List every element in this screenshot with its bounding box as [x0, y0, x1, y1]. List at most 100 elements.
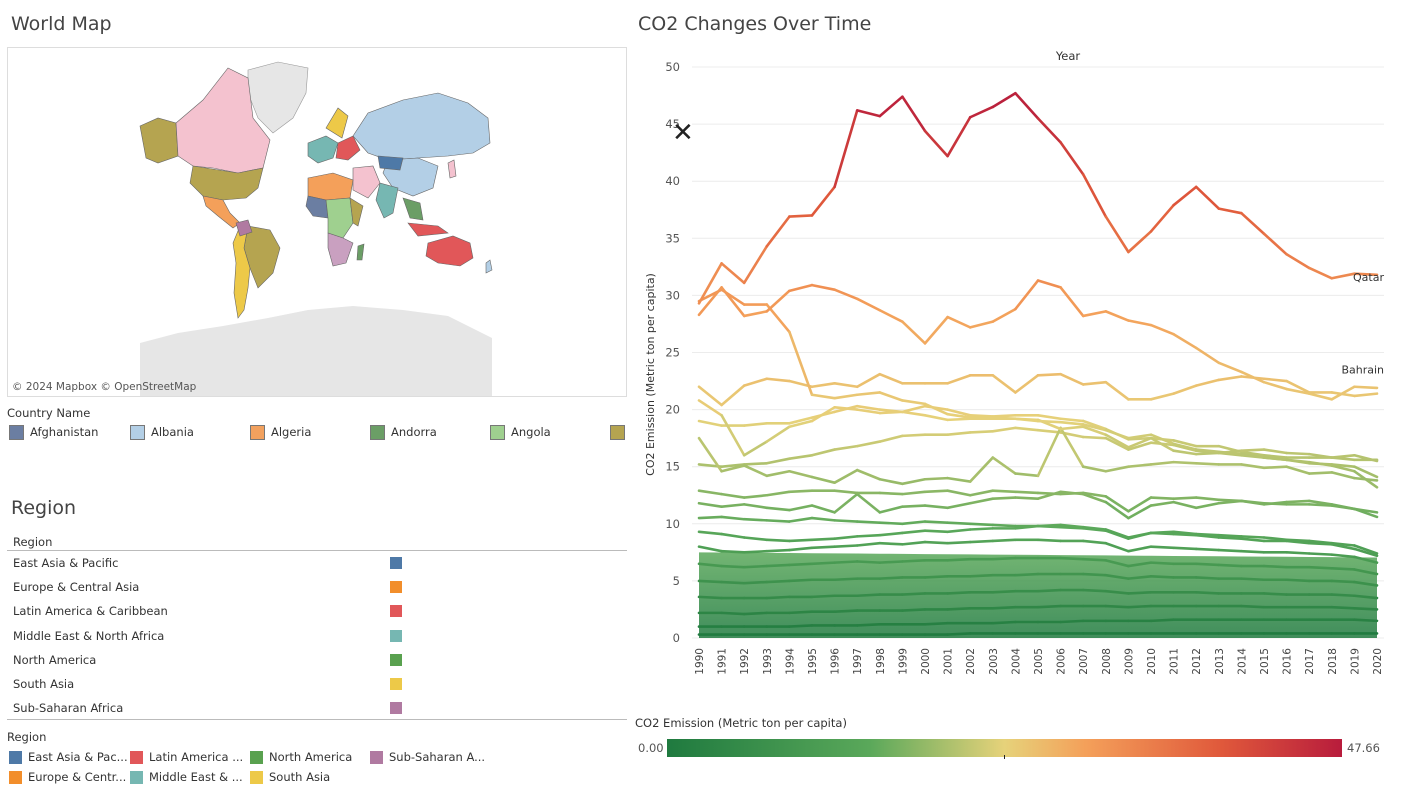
series-line-segment — [946, 315, 972, 329]
region-legend-item[interactable]: Sub-Saharan A... — [370, 750, 485, 764]
series-line-segment — [1081, 173, 1108, 218]
series-line-segment — [1217, 207, 1243, 215]
region-legend-item[interactable]: North America — [250, 750, 352, 764]
region-legend-item[interactable]: East Asia & Pac... — [9, 750, 128, 764]
series-line-segment — [878, 95, 904, 118]
region-row[interactable]: South Asia — [7, 673, 627, 697]
series-line-segment — [810, 382, 836, 389]
map-scandinavia — [325, 107, 349, 139]
region-legend-item[interactable]: Middle East & ... — [130, 770, 243, 784]
series-line-segment — [1330, 504, 1356, 511]
region-legend-item[interactable]: Latin America ... — [130, 750, 243, 764]
series-line-segment — [878, 541, 904, 546]
series-line-segment — [1262, 453, 1288, 459]
series-line-segment — [720, 492, 746, 499]
series-line-segment — [1036, 117, 1062, 144]
country-legend-item[interactable]: Afghanistan — [9, 425, 98, 440]
series-line-segment — [1036, 279, 1062, 289]
series-line-segment — [1353, 272, 1379, 277]
series-line-segment — [991, 605, 1017, 610]
series-line-segment — [1104, 465, 1130, 473]
series-line-segment — [788, 416, 814, 425]
x-tick-label: 2009 — [1123, 648, 1135, 675]
co2-line-chart[interactable]: 0 5 10 15 20 25 30 35 40 45 50 Year CO2 Emission (Me… — [630, 45, 1420, 710]
series-line-segment — [1330, 541, 1356, 547]
series-line-segment — [878, 434, 904, 443]
series-line-segment — [1127, 319, 1153, 327]
series-line-segment — [742, 503, 769, 510]
series-line-segment — [923, 520, 949, 524]
region-title: Region — [11, 497, 77, 519]
series-line-segment — [1127, 436, 1153, 449]
country-legend-item[interactable]: Algeria — [250, 425, 311, 440]
series-line-segment — [1307, 452, 1334, 459]
series-line-segment — [1330, 463, 1356, 469]
series-line-segment — [1262, 448, 1288, 455]
series-line-segment — [788, 469, 814, 479]
x-tick-label: 2010 — [1146, 648, 1158, 675]
series-line-segment — [1081, 419, 1108, 431]
series-line-segment — [946, 417, 972, 422]
x-tick-label: 1990 — [694, 648, 706, 675]
color-legend-gradient[interactable] — [667, 739, 1342, 757]
series-line-segment — [720, 414, 746, 457]
series-line-segment — [991, 426, 1017, 433]
series-line-segment — [1127, 591, 1153, 595]
region-legend-item[interactable]: South Asia — [250, 770, 330, 784]
series-line-segment — [1194, 576, 1221, 580]
series-line-segment — [968, 320, 995, 329]
series-line-segment — [991, 307, 1017, 323]
region-row[interactable]: Europe & Central Asia — [7, 576, 627, 600]
series-label: Qatar — [1353, 271, 1384, 284]
series-line-segment — [991, 489, 1017, 494]
legend-label: Middle East & ... — [149, 770, 243, 784]
series-line-segment — [855, 372, 882, 389]
series-line-segment — [1330, 567, 1356, 571]
series-line-segment — [991, 620, 1017, 625]
series-line-segment — [923, 315, 949, 345]
region-row[interactable]: Sub-Saharan Africa — [7, 697, 627, 721]
region-legend-title: Region — [7, 730, 47, 744]
series-line-segment — [923, 540, 949, 545]
region-row[interactable]: Middle East & North Africa — [7, 625, 627, 649]
region-legend-item[interactable]: Europe & Centr... — [9, 770, 126, 784]
series-line-segment — [810, 516, 836, 522]
region-row-label: South Asia — [13, 677, 75, 691]
series-line-segment — [1104, 428, 1130, 440]
series-line-segment — [1127, 463, 1153, 469]
chart-title: CO2 Changes Over Time — [638, 13, 872, 35]
close-icon[interactable]: ✕ — [672, 118, 694, 148]
country-legend-item[interactable]: Andorra — [370, 425, 437, 440]
series-line-segment — [1330, 579, 1356, 584]
series-line-segment — [1081, 588, 1108, 593]
country-legend-item[interactable]: Angola — [490, 425, 551, 440]
world-map-canvas[interactable] — [8, 48, 626, 396]
x-tick-label: 2011 — [1169, 648, 1181, 675]
series-line-segment — [720, 611, 746, 616]
series-line-segment — [1104, 500, 1130, 520]
region-row[interactable]: Latin America & Caribbean — [7, 600, 627, 624]
series-line-segment — [720, 464, 746, 473]
map-south-america-west — [232, 225, 251, 319]
series-line-segment — [810, 545, 836, 550]
series-line-segment — [878, 560, 904, 564]
series-line-segment — [901, 540, 927, 546]
series-line-segment — [901, 559, 927, 563]
series-line-segment — [901, 95, 927, 133]
series-line-segment — [1194, 532, 1221, 537]
world-map[interactable]: © 2024 Mapbox © OpenStreetMap — [7, 47, 627, 397]
series-line-segment — [810, 283, 836, 291]
country-legend-item[interactable]: Albania — [130, 425, 194, 440]
series-line-segment — [946, 374, 972, 385]
map-new-zealand — [485, 259, 493, 274]
region-row[interactable]: North America — [7, 649, 627, 673]
series-line-segment — [1240, 537, 1266, 543]
series-line-segment — [968, 539, 995, 544]
series-line-segment — [855, 560, 882, 564]
series-line-segment — [878, 391, 904, 402]
series-line-segment — [1217, 450, 1243, 456]
series-line-segment — [1172, 332, 1198, 350]
region-row[interactable]: East Asia & Pacific — [7, 552, 627, 576]
country-legend-item[interactable] — [610, 425, 631, 440]
series-line-segment — [1353, 607, 1379, 611]
